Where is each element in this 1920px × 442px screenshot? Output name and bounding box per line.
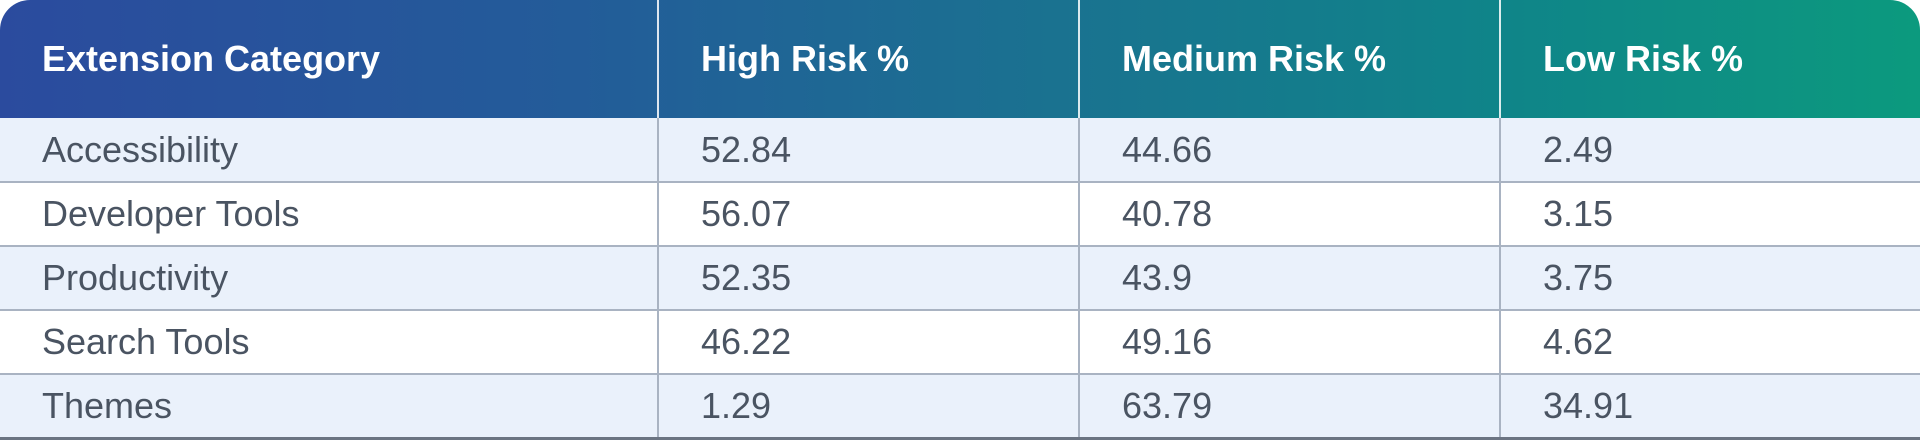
cell-category: Productivity <box>0 246 659 311</box>
cell-high-risk: 52.35 <box>658 246 1080 311</box>
table-header: Extension Category High Risk % Medium Ri… <box>0 0 1920 118</box>
cell-category: Themes <box>0 374 659 440</box>
cell-medium-risk: 43.9 <box>1079 246 1501 311</box>
cell-low-risk: 3.75 <box>1500 246 1920 311</box>
cell-low-risk: 2.49 <box>1500 118 1920 183</box>
cell-medium-risk: 49.16 <box>1079 310 1501 375</box>
table-row: Search Tools 46.22 49.16 4.62 <box>0 310 1920 375</box>
cell-medium-risk: 63.79 <box>1079 374 1501 440</box>
header-high-risk: High Risk % <box>658 0 1080 118</box>
header-extension-category: Extension Category <box>0 0 659 118</box>
cell-high-risk: 46.22 <box>658 310 1080 375</box>
cell-high-risk: 52.84 <box>658 118 1080 183</box>
header-row: Extension Category High Risk % Medium Ri… <box>0 0 1920 118</box>
table-body: Accessibility 52.84 44.66 2.49 Developer… <box>0 118 1920 440</box>
cell-low-risk: 4.62 <box>1500 310 1920 375</box>
header-medium-risk: Medium Risk % <box>1079 0 1501 118</box>
cell-category: Search Tools <box>0 310 659 375</box>
cell-high-risk: 56.07 <box>658 182 1080 247</box>
cell-category: Accessibility <box>0 118 659 183</box>
table-row: Productivity 52.35 43.9 3.75 <box>0 246 1920 311</box>
cell-medium-risk: 44.66 <box>1079 118 1501 183</box>
table-row: Themes 1.29 63.79 34.91 <box>0 374 1920 440</box>
cell-category: Developer Tools <box>0 182 659 247</box>
cell-medium-risk: 40.78 <box>1079 182 1501 247</box>
cell-low-risk: 3.15 <box>1500 182 1920 247</box>
header-low-risk: Low Risk % <box>1543 38 1744 79</box>
cell-high-risk: 1.29 <box>658 374 1080 440</box>
cell-low-risk: 34.91 <box>1500 374 1920 440</box>
table-row: Accessibility 52.84 44.66 2.49 <box>0 118 1920 183</box>
table-row: Developer Tools 56.07 40.78 3.15 <box>0 182 1920 247</box>
